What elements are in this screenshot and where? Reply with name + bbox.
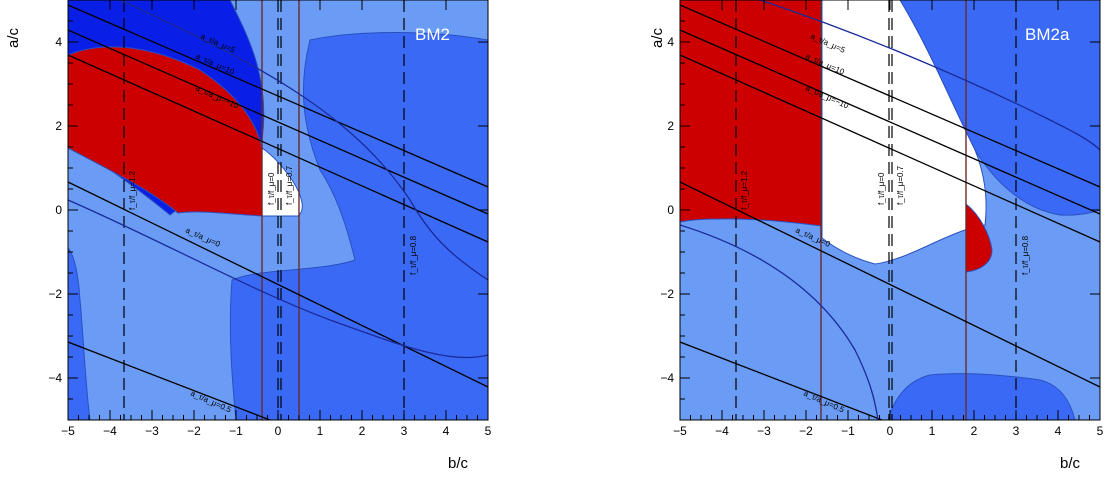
x-tick-label-right: −5 — [673, 424, 687, 438]
x-tick-label-right: 1 — [929, 424, 936, 438]
x-tick-label-left: 0 — [275, 424, 282, 438]
y-tick-label-right: −2 — [660, 287, 674, 301]
y-tick-label-left: 4 — [55, 35, 62, 49]
line-black-right-5 — [680, 341, 883, 420]
y-tick-label-left: 0 — [55, 203, 62, 217]
anno-right-7: f_τ/f_μ=0 — [877, 172, 886, 205]
panel-left: BM2 a_τ/a_μ=5 a_τ/a_μ=10 a_τ/a_μ=−10 a_τ… — [5, 0, 492, 472]
x-tick-label-right: −1 — [841, 424, 855, 438]
x-tick-label-left: 4 — [443, 424, 450, 438]
plot-area-left — [68, 0, 488, 420]
line-black-right-3 — [680, 54, 1100, 243]
x-tick-label-right: 5 — [1097, 424, 1104, 438]
anno-left-9: f_τ/f_μ=0.8 — [409, 235, 418, 275]
line-black-left-2 — [68, 29, 488, 215]
line-black-left-4 — [68, 181, 488, 388]
line-black-right-2 — [680, 29, 1100, 215]
x-tick-label-left: −4 — [103, 424, 117, 438]
y-tick-label-left: 2 — [55, 119, 62, 133]
line-black-left-1 — [68, 4, 488, 188]
ylabel-right: a/c — [649, 28, 666, 49]
y-tick-label-left: −2 — [48, 287, 62, 301]
anno-left-7: f_τ/f_μ=0 — [267, 172, 276, 205]
x-tick-label-right: −4 — [715, 424, 729, 438]
curve-navy-right-2 — [680, 224, 879, 420]
x-tick-label-right: 4 — [1055, 424, 1062, 438]
y-tick-label-right: 2 — [667, 119, 674, 133]
x-tick-label-right: −2 — [799, 424, 813, 438]
x-tick-label-left: −3 — [145, 424, 159, 438]
y-tick-label-right: 0 — [667, 203, 674, 217]
y-tick-label-right: 4 — [667, 35, 674, 49]
x-tick-label-right: 0 — [887, 424, 894, 438]
region-red-right-small — [965, 202, 993, 273]
anno-right-8: f_τ/f_μ=0.7 — [896, 165, 905, 205]
curve-navy-right-1 — [759, 0, 1100, 151]
line-black-left-5 — [68, 341, 271, 420]
line-black-left-3 — [68, 54, 488, 243]
line-black-right-4 — [680, 181, 1100, 388]
curve-navy-left-1 — [119, 0, 488, 281]
y-tick-label-right: −4 — [660, 371, 674, 385]
x-tick-label-right: 2 — [971, 424, 978, 438]
x-tick-label-left: 2 — [359, 424, 366, 438]
line-black-right-1 — [680, 4, 1100, 188]
ylabel-left: a/c — [5, 28, 22, 49]
anno-left-8: f_τ/f_μ=0.7 — [285, 165, 294, 205]
xlabel-left: b/c — [448, 455, 469, 472]
x-tick-label-left: −5 — [61, 424, 75, 438]
x-tick-label-left: −1 — [229, 424, 243, 438]
xlabel-right: b/c — [1060, 455, 1081, 472]
x-tick-label-left: −2 — [187, 424, 201, 438]
anno-right-6: f_τ/f_μ=1.2 — [740, 170, 749, 210]
anno-left-6: f_τ/f_μ=1.2 — [128, 170, 137, 210]
x-tick-label-left: 5 — [485, 424, 492, 438]
panel-label-left: BM2 — [415, 25, 450, 44]
y-tick-label-left: −4 — [48, 371, 62, 385]
panel-right: BM2a a_τ/a_μ=5 a_τ/a_μ=10 a_τ/a_μ=−10 a_… — [649, 0, 1104, 472]
x-tick-label-right: −3 — [757, 424, 771, 438]
region-red-right-left — [680, 0, 823, 227]
ticks-right: −5 −4 −3 −2 −1 0 1 2 3 4 5 −4 −2 0 2 4 — [660, 0, 1104, 438]
x-tick-label-right: 3 — [1013, 424, 1020, 438]
ticks-left: −5 −4 −3 −2 −1 0 1 2 3 4 5 −4 −2 0 2 4 — [48, 0, 492, 438]
curve-navy-left-2 — [68, 199, 488, 359]
x-tick-label-left: 3 — [401, 424, 408, 438]
plot-area-right — [680, 0, 1100, 420]
panel-label-right: BM2a — [1025, 25, 1070, 44]
region-white-right — [821, 0, 987, 265]
x-tick-label-left: 1 — [317, 424, 324, 438]
anno-right-9: f_τ/f_μ=0.8 — [1021, 235, 1030, 275]
